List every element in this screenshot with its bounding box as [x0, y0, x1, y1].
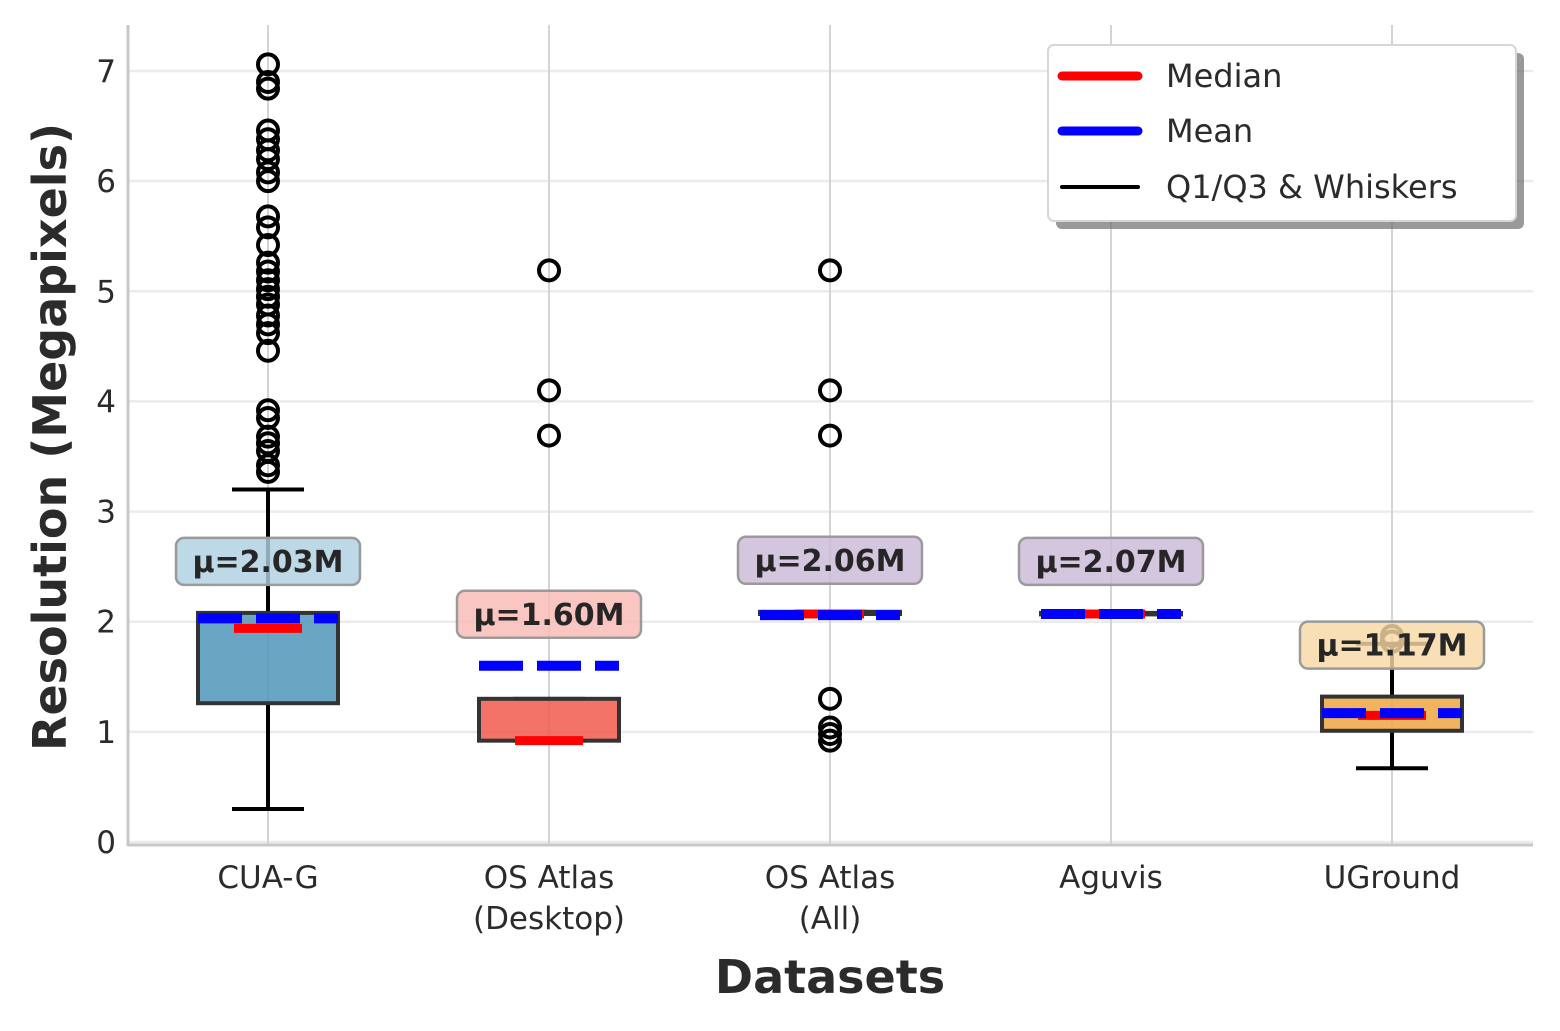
mean-label: μ=1.60M: [473, 598, 624, 633]
outlier-point: [256, 215, 280, 240]
y-tick-label: 3: [96, 495, 116, 531]
y-tick-label: 7: [96, 54, 116, 90]
legend: Median Mean Q1/Q3 & Whiskers: [1047, 44, 1524, 229]
mean-label-box: [1017, 536, 1205, 587]
x-tick-label: Aguvis: [1059, 860, 1163, 896]
x-tick-label-line: OS Atlas: [484, 860, 615, 896]
x-tick-label: UGround: [1324, 860, 1461, 896]
mean-label: μ=1.17M: [1316, 629, 1467, 664]
outlier-point: [537, 423, 561, 448]
outlier-point: [256, 204, 280, 229]
legend-median-label: Median: [1166, 57, 1282, 95]
outlier-point: [818, 378, 842, 403]
outlier-point: [256, 250, 280, 275]
outlier-point: [818, 258, 842, 283]
outlier-point: [256, 52, 280, 77]
y-tick-label: 4: [96, 384, 116, 420]
iqr-box: [477, 696, 621, 743]
outlier-point: [256, 277, 280, 302]
outlier-point: [256, 259, 280, 284]
box-group: μ=1.60M: [455, 258, 643, 746]
x-tick-label: OS Atlas (All): [765, 860, 896, 937]
y-tick-label: 5: [96, 274, 116, 310]
x-tick-label-line: (All): [799, 901, 862, 937]
outlier-point: [256, 453, 280, 478]
outlier-point: [256, 438, 280, 463]
axes: [126, 25, 1533, 847]
outlier-point: [256, 127, 280, 152]
x-tick-label-line: CUA-G: [217, 860, 318, 896]
outlier-point: [256, 268, 280, 293]
mean-label: μ=2.03M: [192, 545, 343, 580]
x-tick-labels: CUA-G OS Atlas (Desktop) OS Atlas (All) Aguvi…: [217, 860, 1460, 937]
outlier-point: [256, 169, 280, 194]
box-group: μ=2.06M: [736, 258, 924, 753]
mean-label: μ=2.07M: [1035, 545, 1186, 580]
box-group: μ=1.17M: [1298, 620, 1486, 771]
legend-frame: [1047, 44, 1517, 222]
mean-label: μ=2.06M: [754, 544, 905, 579]
outlier-point: [256, 70, 280, 95]
outlier-point: [256, 118, 280, 143]
mean-label-box: [174, 536, 362, 587]
box-group: μ=2.03M: [174, 52, 362, 811]
y-tick-labels: 0 1 2 3 4 5 6 7: [96, 54, 116, 861]
mean-label-box: [1298, 620, 1486, 670]
y-tick-label: 6: [96, 164, 116, 200]
outlier-point: [818, 423, 842, 448]
box-group: μ=2.07M: [1017, 536, 1205, 620]
outlier-point: [256, 160, 280, 185]
outlier-point: [537, 258, 561, 283]
x-axis-title: Datasets: [715, 950, 945, 1004]
mean-label-box: [736, 535, 924, 586]
x-tick-label-line: Aguvis: [1059, 860, 1163, 896]
outlier-point: [256, 338, 280, 363]
y-tick-label: 2: [96, 605, 116, 641]
outlier-point: [256, 292, 280, 317]
legend-mean-label: Mean: [1166, 112, 1253, 150]
x-tick-label: CUA-G: [217, 860, 318, 896]
x-tick-label-line: UGround: [1324, 860, 1461, 896]
x-tick-label-line: OS Atlas: [765, 860, 896, 896]
legend-whisker-label: Q1/Q3 & Whiskers: [1166, 168, 1458, 206]
outlier-point: [818, 715, 842, 740]
outlier-point: [256, 398, 280, 423]
mean-label-box: [455, 589, 643, 640]
x-tick-label: OS Atlas (Desktop): [473, 860, 625, 937]
outlier-point: [537, 378, 561, 403]
outlier-point: [256, 233, 280, 258]
y-tick-label: 0: [96, 825, 116, 861]
x-tick-label-line: (Desktop): [473, 901, 625, 937]
outlier-point: [818, 686, 842, 711]
y-tick-label: 1: [96, 715, 116, 751]
y-axis-title: Resolution (Megapixels): [23, 123, 77, 751]
outlier-point: [256, 405, 280, 430]
outlier-point: [256, 284, 280, 309]
box-series: μ=2.03M μ=1.60M μ=2.06M μ=2.07M μ=1.17M: [174, 52, 1486, 811]
outlier-point: [256, 321, 280, 346]
